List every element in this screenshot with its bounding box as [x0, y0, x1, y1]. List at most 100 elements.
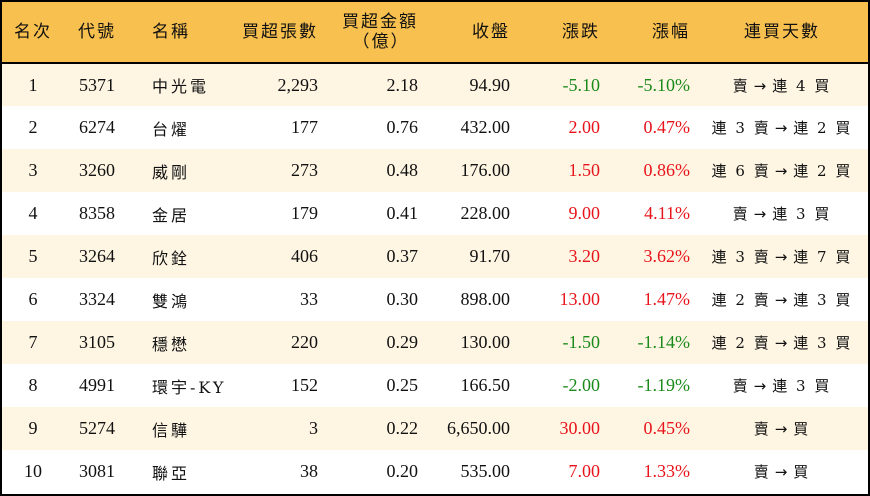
arrow-right-icon: →: [774, 162, 790, 180]
table-header-row: 名次 代號 名稱 買超張數 買超金額 （億） 收盤 漲跌 漲幅 連買天數: [2, 2, 868, 63]
close-cell: 130.00: [460, 332, 511, 352]
table-row: 1 5371 中光電 2,293 2.18 94.90 -5.10 -5.10%…: [2, 63, 868, 106]
rank-cell: 5: [28, 246, 38, 266]
header-net-buy-amount: 買超金額 （億）: [324, 2, 424, 63]
table-row: 4 8358 金居 179 0.41 228.00 9.00 4.11% 賣 → 連…: [2, 192, 868, 235]
net-buy-amount-cell: 0.41: [386, 203, 419, 223]
table-row: 7 3105 穩懋 220 0.29 130.00 -1.50 -1.14% 連…: [2, 321, 868, 364]
net-buy-amount-cell: 0.29: [386, 332, 419, 352]
header-net-buy-amount-line2: （億）: [352, 32, 410, 52]
buy-streak-cell: 連 3 賣 → 連 2 買: [696, 106, 868, 149]
net-buy-amount-cell: 0.48: [386, 160, 419, 180]
net-buy-lots-cell: 38: [300, 461, 318, 481]
close-cell: 898.00: [460, 289, 511, 309]
streak-from: 賣: [732, 205, 750, 223]
net-buy-amount-cell: 0.76: [386, 117, 419, 137]
change-cell: 2.00: [568, 117, 601, 137]
name-cell: 聯亞: [152, 463, 191, 483]
header-code: 代號: [78, 22, 116, 42]
code-cell: 3105: [79, 332, 115, 352]
change-cell: -1.50: [562, 332, 601, 352]
change-cell: 13.00: [559, 289, 601, 309]
change-cell: 9.00: [568, 203, 601, 223]
table-row: 6 3324 雙鴻 33 0.30 898.00 13.00 1.47% 連 2…: [2, 278, 868, 321]
streak-from: 連 2 賣: [711, 334, 771, 352]
table-body: 1 5371 中光電 2,293 2.18 94.90 -5.10 -5.10%…: [2, 63, 868, 493]
change-pct-cell: 0.47%: [643, 117, 691, 137]
change-pct-cell: -1.19%: [637, 375, 691, 395]
header-net-buy-amount-line1: 買超金額: [342, 12, 418, 32]
arrow-right-icon: →: [774, 119, 790, 137]
streak-from: 賣: [753, 420, 771, 438]
header-close: 收盤: [472, 22, 510, 42]
streak-from: 賣: [732, 377, 750, 395]
streak-from: 連 2 賣: [711, 291, 771, 309]
close-cell: 176.00: [460, 160, 511, 180]
streak-from: 連 3 賣: [711, 119, 771, 137]
rank-cell: 6: [28, 289, 38, 309]
header-change-pct: 漲幅: [652, 22, 690, 42]
net-buy-amount-cell: 0.37: [386, 246, 419, 266]
net-buy-lots-cell: 2,293: [277, 74, 319, 95]
header-buy-streak: 連買天數: [744, 22, 820, 42]
close-cell: 535.00: [460, 461, 511, 481]
code-cell: 3324: [79, 289, 115, 309]
arrow-right-icon: →: [774, 420, 790, 438]
streak-to: 買: [793, 463, 811, 481]
arrow-right-icon: →: [753, 205, 769, 223]
streak-to: 連 4 買: [772, 76, 832, 95]
arrow-right-icon: →: [774, 463, 790, 481]
change-cell: 30.00: [559, 418, 601, 438]
streak-to: 連 3 買: [772, 377, 832, 395]
rank-cell: 8: [28, 375, 38, 395]
table-row: 9 5274 信驊 3 0.22 6,650.00 30.00 0.45% 賣 →…: [2, 407, 868, 450]
streak-to: 連 3 買: [793, 334, 853, 352]
change-cell: 1.50: [568, 160, 601, 180]
code-cell: 6274: [79, 117, 115, 137]
net-buy-amount-cell: 0.20: [386, 461, 419, 481]
arrow-right-icon: →: [753, 76, 769, 95]
net-buy-lots-cell: 273: [291, 160, 318, 180]
buy-streak-cell: 賣 → 買: [696, 450, 868, 493]
rank-cell: 3: [28, 160, 38, 180]
code-cell: 3260: [79, 160, 115, 180]
net-buy-lots-cell: 406: [291, 246, 318, 266]
buy-streak-cell: 連 3 賣 → 連 7 買: [696, 235, 868, 278]
name-cell: 威剛: [152, 162, 191, 182]
code-cell: 5371: [79, 74, 115, 95]
name-cell: 穩懋: [152, 334, 191, 354]
buy-streak-cell: 賣 → 連 3 買: [696, 192, 868, 235]
net-buy-lots-cell: 152: [291, 375, 318, 395]
buy-streak-cell: 賣 → 買: [696, 407, 868, 450]
streak-from: 賣: [732, 76, 750, 95]
streak-to: 買: [793, 420, 811, 438]
close-cell: 228.00: [460, 203, 511, 223]
buy-streak-cell: 連 2 賣 → 連 3 買: [696, 278, 868, 321]
buy-streak-cell: 賣 → 連 3 買: [696, 364, 868, 407]
streak-to: 連 3 買: [793, 291, 853, 309]
change-cell: -5.10: [562, 74, 601, 95]
table-row: 10 3081 聯亞 38 0.20 535.00 7.00 1.33% 賣 → 買: [2, 450, 868, 493]
net-buy-lots-cell: 177: [291, 117, 318, 137]
header-rank: 名次: [14, 22, 52, 42]
change-cell: 3.20: [568, 246, 601, 266]
net-buy-amount-cell: 0.30: [386, 289, 419, 309]
name-cell: 金居: [152, 205, 191, 225]
rank-cell: 10: [24, 461, 42, 481]
header-name: 名稱: [152, 22, 190, 42]
net-buy-lots-cell: 220: [291, 332, 318, 352]
name-cell: 雙鴻: [152, 291, 191, 311]
change-pct-cell: 1.47%: [643, 289, 691, 309]
close-cell: 6,650.00: [447, 418, 510, 438]
buy-streak-cell: 連 6 賣 → 連 2 買: [696, 149, 868, 192]
name-cell: 信驊: [152, 420, 191, 440]
change-pct-cell: 4.11%: [644, 203, 690, 223]
arrow-right-icon: →: [753, 377, 769, 395]
streak-to: 連 2 買: [793, 119, 853, 137]
net-buy-amount-cell: 0.22: [386, 418, 419, 438]
arrow-right-icon: →: [774, 291, 790, 309]
streak-to: 連 2 買: [793, 162, 853, 180]
header-net-buy-lots: 買超張數: [242, 22, 318, 42]
